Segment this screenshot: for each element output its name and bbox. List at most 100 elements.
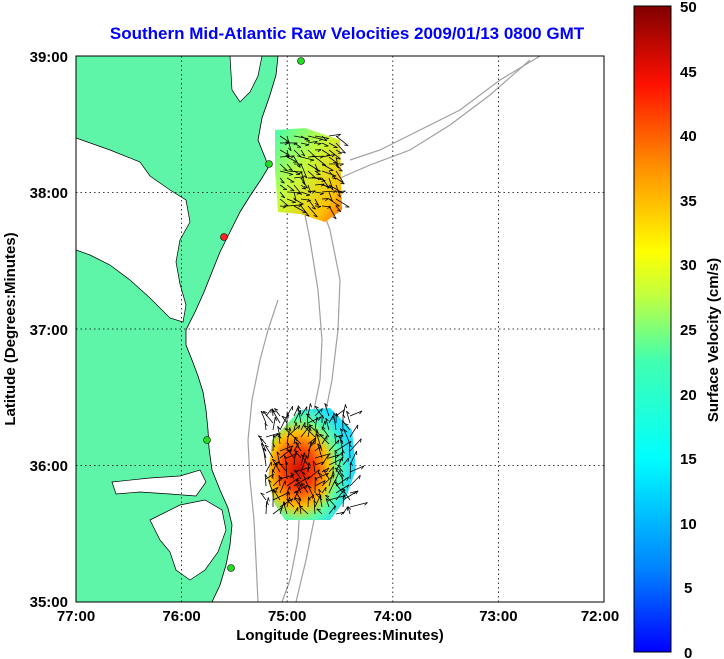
velocity-arrow: [343, 429, 351, 445]
velocity-arrow: [286, 198, 296, 203]
velocity-arrow-head: [290, 474, 294, 479]
velocity-arrow-head: [327, 206, 332, 209]
x-tick-label: 75:00: [268, 608, 306, 625]
colorbar-tick: 40: [680, 128, 697, 145]
velocity-arrow-head: [314, 405, 319, 409]
velocity-arrow: [307, 135, 323, 140]
velocity-arrow-head: [290, 445, 294, 450]
velocity-arrow: [293, 184, 303, 195]
velocity-arrow: [260, 492, 267, 501]
radar-station: [297, 57, 305, 65]
radar-station: [203, 436, 211, 444]
velocity-arrow-head: [347, 457, 350, 463]
velocity-arrow: [279, 170, 294, 175]
velocity-arrow: [335, 190, 346, 193]
velocity-arrow-head: [282, 501, 287, 505]
velocity-arrow: [307, 190, 316, 193]
velocity-arrow-head: [303, 185, 308, 189]
velocity-arrow: [278, 475, 281, 487]
velocity-arrow: [335, 135, 349, 146]
velocity-arrow-head: [322, 139, 327, 142]
velocity-arrow: [286, 177, 295, 183]
velocity-arrow-head: [290, 189, 295, 192]
velocity-arrow-head: [332, 216, 337, 220]
velocity-arrow: [342, 457, 349, 466]
velocity-arrow: [307, 149, 316, 158]
velocity-arrow: [272, 491, 290, 501]
velocity-arrow: [334, 481, 344, 494]
velocity-arrow: [300, 455, 308, 473]
velocity-arrow-head: [341, 473, 345, 477]
velocity-arrow: [335, 170, 344, 183]
velocity-arrow: [314, 416, 318, 431]
velocity-arrow: [300, 425, 311, 438]
velocity-arrow-head: [346, 476, 349, 481]
colorbar-tick: 25: [680, 322, 697, 339]
velocity-arrow-head: [300, 454, 305, 457]
colorbar-tick: 5: [684, 580, 692, 597]
velocity-arrow: [307, 403, 311, 417]
plot-frame: [75, 55, 605, 603]
radar-station: [265, 160, 273, 168]
velocity-arrow: [274, 408, 281, 417]
colorbar-tick: 50: [680, 0, 697, 16]
colorbar-tick: 30: [680, 257, 697, 274]
velocity-arrow-head: [313, 215, 318, 218]
velocity-arrow: [293, 142, 302, 148]
velocity-arrow-head: [336, 158, 341, 160]
velocity-arrow-head: [295, 441, 300, 445]
velocity-arrow: [318, 472, 323, 480]
velocity-arrow: [314, 408, 323, 417]
velocity-arrow-head: [313, 499, 317, 504]
velocity-arrow-head: [274, 408, 279, 411]
chesapeake-bay: [76, 137, 191, 323]
velocity-arrow-head: [334, 481, 339, 485]
velocity-arrow-head: [343, 429, 348, 433]
velocity-patch-south: [268, 408, 356, 520]
velocity-arrow: [300, 452, 305, 466]
velocity-arrow-head: [310, 159, 315, 162]
velocity-arrow: [273, 490, 281, 501]
velocity-arrow-head: [313, 140, 318, 145]
velocity-arrow: [265, 408, 272, 417]
velocity-arrow-head: [290, 498, 294, 503]
y-tick-label: 37:00: [30, 322, 68, 339]
velocity-arrow-head: [318, 488, 322, 493]
velocity-arrow: [334, 433, 337, 445]
x-tick-label: 74:00: [374, 608, 412, 625]
velocity-arrow: [321, 190, 337, 193]
velocity-arrow-head: [320, 408, 323, 413]
y-axis: 39:00 38:00 37:00 36:00 35:00 Latitude (…: [2, 49, 68, 611]
velocity-arrow: [286, 156, 298, 163]
velocity-arrow: [341, 473, 344, 487]
velocity-arrow: [317, 443, 323, 459]
velocity-arrow: [300, 184, 307, 190]
velocity-arrow-head: [346, 410, 350, 415]
velocity-arrow-head: [271, 469, 275, 474]
velocity-arrow: [300, 422, 306, 431]
velocity-arrow: [285, 461, 288, 480]
velocity-arrow-head: [340, 428, 344, 432]
velocity-arrow: [272, 506, 283, 515]
velocity-arrow: [325, 418, 330, 431]
velocity-arrow-head: [272, 458, 276, 462]
velocity-arrow: [328, 191, 333, 202]
velocity-arrow: [293, 135, 309, 140]
velocity-arrow: [279, 480, 286, 494]
velocity-arrow-head: [342, 414, 346, 419]
velocity-arrow: [349, 462, 352, 480]
velocity-arrow: [272, 462, 277, 473]
velocity-arrow: [328, 495, 346, 501]
velocity-arrow: [281, 415, 288, 424]
velocity-arrow: [335, 205, 342, 212]
velocity-arrow: [283, 455, 288, 466]
velocity-arrow: [321, 135, 328, 142]
velocity-arrow-head: [294, 497, 299, 500]
velocity-arrow: [321, 426, 330, 438]
velocity-arrow-head: [294, 490, 299, 494]
velocity-arrow-head: [264, 422, 268, 427]
velocity-arrow: [335, 489, 345, 501]
velocity-arrow-head: [287, 147, 292, 152]
velocity-arrow-head: [348, 443, 352, 448]
velocity-arrow-head: [315, 493, 320, 496]
